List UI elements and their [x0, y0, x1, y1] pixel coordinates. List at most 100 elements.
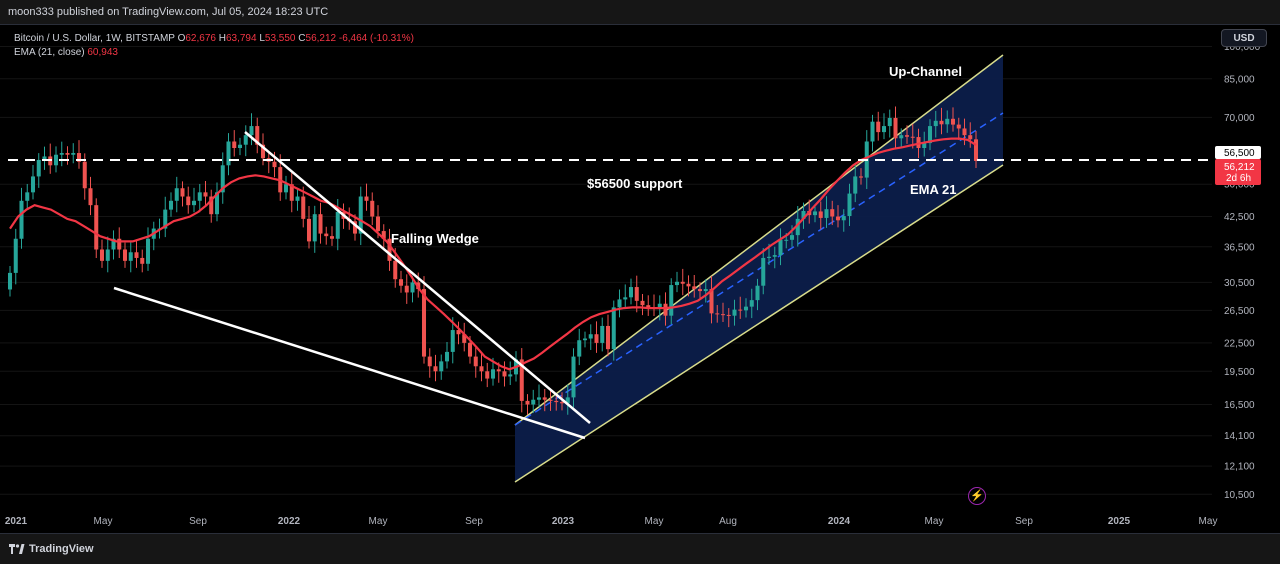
- candle-body: [82, 161, 87, 189]
- time-tick: 2022: [278, 516, 301, 527]
- price-tick: 85,000: [1224, 74, 1255, 85]
- candle: [13, 228, 18, 285]
- candle: [329, 226, 335, 246]
- chart-legend: Bitcoin / U.S. Dollar, 1W, BITSTAMP O62,…: [14, 32, 414, 60]
- candle: [174, 176, 179, 213]
- candle-body: [404, 285, 409, 293]
- price-tick: 100,000: [1224, 42, 1261, 53]
- candle: [778, 228, 783, 266]
- candle-body: [594, 334, 599, 343]
- candle: [7, 266, 13, 297]
- candle-body: [456, 330, 461, 335]
- candle-body: [755, 285, 760, 301]
- candle-body: [554, 400, 559, 403]
- candle-body: [588, 334, 593, 339]
- ema-label: EMA (21, close): [14, 47, 85, 58]
- candle-body: [502, 371, 507, 377]
- candle: [881, 113, 887, 140]
- candle-body: [324, 233, 329, 237]
- candle: [203, 180, 208, 207]
- currency-button[interactable]: USD: [1221, 29, 1267, 47]
- candle: [634, 275, 639, 313]
- footer-bar: TradingView: [0, 533, 1280, 564]
- candle: [588, 324, 593, 350]
- candle-body: [709, 289, 714, 314]
- price-tick: 19,500: [1224, 367, 1255, 378]
- candle: [117, 227, 122, 259]
- candle-body: [467, 342, 473, 357]
- time-tick: May: [94, 516, 113, 527]
- tradingview-icon: [9, 544, 25, 554]
- candle: [651, 294, 657, 316]
- candle-body: [71, 153, 76, 155]
- candle-body: [485, 371, 490, 379]
- candle: [71, 143, 76, 164]
- candle: [105, 236, 110, 273]
- candle-body: [283, 184, 289, 193]
- candle: [232, 130, 237, 157]
- lightning-icon[interactable]: ⚡: [968, 487, 986, 505]
- candle-body: [128, 252, 133, 261]
- candle-body: [191, 200, 197, 206]
- candle-body: [697, 289, 703, 292]
- candle-body: [53, 154, 59, 166]
- open-value: 62,676: [185, 33, 216, 44]
- candle: [220, 152, 225, 204]
- candle-body: [904, 135, 910, 137]
- candle-body: [968, 135, 973, 140]
- candle-body: [628, 287, 634, 298]
- ema21-label: EMA 21: [910, 182, 957, 197]
- candle: [197, 183, 202, 213]
- time-tick: May: [925, 516, 944, 527]
- candle-body: [623, 297, 628, 300]
- candle: [577, 328, 582, 366]
- candle-body: [42, 156, 47, 160]
- candle: [887, 109, 892, 138]
- candle: [835, 205, 841, 228]
- candle: [559, 392, 565, 411]
- candle-body: [450, 330, 455, 352]
- candle-body: [433, 366, 438, 372]
- price-tick: 30,500: [1224, 278, 1255, 289]
- candle-body: [778, 239, 783, 256]
- candle-body: [692, 286, 697, 290]
- ema21-line: [9, 137, 977, 371]
- time-tick: Aug: [719, 516, 737, 527]
- candle: [485, 362, 490, 388]
- candle-body: [134, 252, 139, 258]
- tradingview-logo[interactable]: TradingView: [9, 543, 94, 555]
- candle: [876, 111, 881, 141]
- candle: [427, 348, 432, 378]
- candle: [450, 317, 455, 364]
- candle-body: [214, 192, 220, 215]
- candle: [962, 118, 967, 146]
- candle-body: [289, 184, 294, 201]
- candle: [404, 274, 409, 304]
- candle-body: [611, 307, 616, 350]
- candle: [48, 143, 53, 174]
- candle-body: [893, 117, 898, 139]
- candle: [508, 361, 513, 385]
- change-value: -6,464 (-10.31%): [338, 33, 414, 44]
- candle: [255, 117, 260, 154]
- candle: [640, 294, 645, 316]
- candle: [548, 388, 553, 411]
- candle: [226, 133, 231, 176]
- candle-body: [508, 374, 513, 377]
- candle-body: [916, 137, 921, 149]
- candle: [94, 198, 99, 259]
- candle: [703, 279, 708, 303]
- price-tick: 36,500: [1224, 242, 1255, 253]
- candle-body: [232, 141, 237, 149]
- candle: [387, 228, 392, 271]
- candle-body: [36, 159, 41, 177]
- candle-body: [743, 306, 749, 311]
- candle-body: [939, 120, 944, 125]
- candle-body: [335, 211, 340, 239]
- candle: [646, 295, 651, 316]
- candle: [738, 296, 743, 319]
- candle-body: [945, 118, 950, 125]
- candle: [180, 181, 185, 207]
- candle: [306, 205, 312, 249]
